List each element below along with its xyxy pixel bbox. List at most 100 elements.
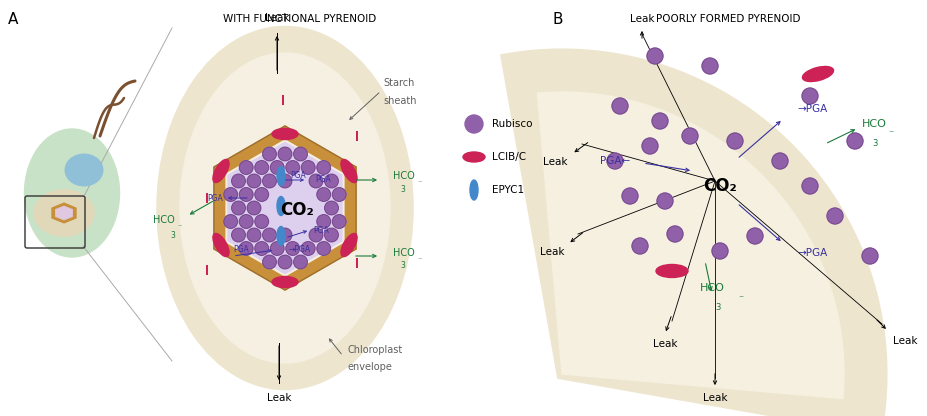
Circle shape [270, 242, 284, 255]
Circle shape [262, 147, 276, 161]
Ellipse shape [272, 129, 298, 139]
Text: ⁻: ⁻ [737, 294, 743, 304]
Circle shape [746, 228, 762, 244]
Text: envelope: envelope [347, 362, 391, 372]
Polygon shape [56, 206, 72, 220]
Text: HCO: HCO [392, 248, 414, 258]
Text: Leak: Leak [266, 393, 291, 403]
Text: →PGA: →PGA [796, 248, 826, 258]
Circle shape [223, 188, 237, 201]
Circle shape [255, 188, 268, 201]
Circle shape [861, 248, 877, 264]
Circle shape [309, 228, 323, 242]
Circle shape [646, 48, 662, 64]
Text: Leak: Leak [540, 247, 564, 257]
Circle shape [255, 215, 268, 228]
Ellipse shape [340, 233, 357, 257]
Circle shape [232, 174, 245, 188]
Ellipse shape [24, 129, 120, 257]
Circle shape [606, 153, 622, 169]
Circle shape [846, 133, 862, 149]
Text: Leak: Leak [892, 336, 916, 346]
Circle shape [232, 201, 245, 215]
Circle shape [262, 174, 276, 188]
Circle shape [286, 161, 299, 174]
Text: ⁻: ⁻ [416, 255, 421, 265]
Text: LCIB/C: LCIB/C [491, 152, 526, 162]
Circle shape [278, 147, 291, 161]
Ellipse shape [212, 159, 229, 183]
Circle shape [316, 215, 330, 228]
Ellipse shape [65, 154, 103, 186]
Circle shape [701, 58, 717, 74]
Text: B: B [552, 12, 562, 27]
Circle shape [631, 238, 647, 254]
Text: Leak: Leak [629, 14, 654, 24]
Text: 3: 3 [400, 262, 404, 270]
Ellipse shape [180, 53, 389, 363]
Circle shape [293, 147, 307, 161]
Circle shape [232, 228, 245, 242]
Ellipse shape [34, 190, 94, 236]
Text: Starch: Starch [383, 78, 414, 88]
Text: ⁻: ⁻ [887, 129, 892, 139]
Ellipse shape [340, 159, 357, 183]
Circle shape [278, 174, 291, 188]
Circle shape [652, 113, 667, 129]
Text: sheath: sheath [383, 96, 416, 106]
Text: Chloroplast: Chloroplast [347, 345, 401, 355]
Polygon shape [214, 126, 356, 290]
Text: 3: 3 [170, 230, 174, 240]
Circle shape [247, 228, 260, 242]
Text: WITH FUNCTIONAL PYRENOID: WITH FUNCTIONAL PYRENOID [223, 14, 376, 24]
Text: PGA: PGA [207, 193, 222, 203]
Circle shape [324, 228, 338, 242]
Circle shape [223, 215, 237, 228]
Text: →PGA: →PGA [288, 245, 311, 255]
Circle shape [464, 115, 482, 133]
Polygon shape [52, 203, 76, 223]
Text: 3: 3 [715, 304, 720, 312]
Circle shape [286, 242, 299, 255]
Text: HCO: HCO [699, 283, 724, 293]
Circle shape [641, 138, 657, 154]
Circle shape [278, 255, 291, 269]
Polygon shape [228, 142, 342, 274]
Circle shape [255, 161, 268, 174]
Circle shape [711, 243, 727, 259]
Circle shape [726, 133, 743, 149]
Circle shape [801, 88, 817, 104]
Circle shape [255, 242, 268, 255]
Text: 3: 3 [871, 139, 876, 149]
PathPatch shape [214, 126, 356, 290]
Text: 3: 3 [400, 186, 404, 195]
Text: Leak: Leak [652, 339, 677, 349]
Text: Leak: Leak [264, 13, 289, 23]
Ellipse shape [276, 196, 285, 215]
Text: PGA←: PGA← [599, 156, 629, 166]
Circle shape [801, 178, 817, 194]
Circle shape [316, 188, 330, 201]
Text: →PGA: →PGA [796, 104, 826, 114]
Circle shape [278, 228, 291, 242]
Circle shape [247, 174, 260, 188]
Circle shape [301, 161, 314, 174]
Circle shape [239, 215, 253, 228]
Text: Rubisco: Rubisco [491, 119, 532, 129]
Polygon shape [226, 140, 344, 276]
Ellipse shape [276, 166, 285, 186]
Text: Leak: Leak [542, 157, 566, 167]
Ellipse shape [463, 152, 485, 162]
Text: EPYC1: EPYC1 [491, 185, 524, 195]
Circle shape [611, 98, 628, 114]
Text: CO₂: CO₂ [703, 177, 736, 195]
Text: HCO: HCO [861, 119, 886, 129]
Ellipse shape [469, 180, 477, 200]
Circle shape [324, 201, 338, 215]
Circle shape [332, 188, 346, 201]
Polygon shape [537, 92, 843, 399]
Text: HCO: HCO [153, 215, 174, 225]
Circle shape [826, 208, 842, 224]
Circle shape [324, 174, 338, 188]
Polygon shape [506, 54, 881, 416]
